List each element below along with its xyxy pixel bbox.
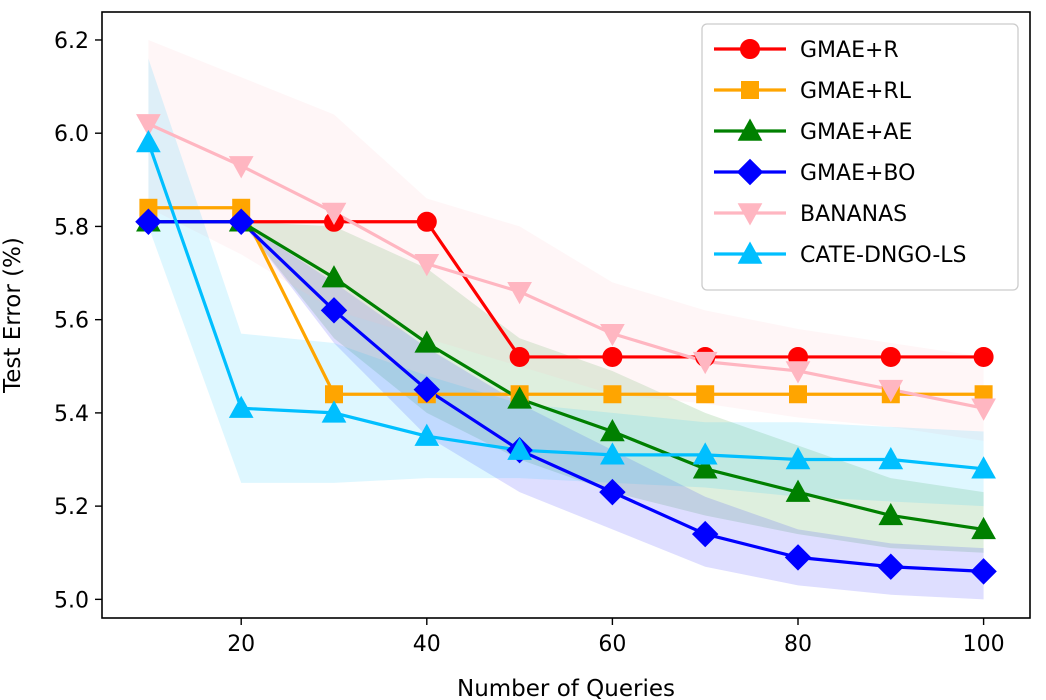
x-tick-label: 80	[784, 632, 812, 657]
cate-dngo-ls-point	[321, 400, 347, 423]
cate-dngo-ls-point	[414, 423, 440, 446]
gmae-ae-point	[507, 386, 532, 409]
gmae-rl-line	[148, 206, 984, 396]
gmae-bo-point	[320, 297, 348, 324]
gmae-bo-point	[970, 558, 997, 585]
gmae-bo-point	[599, 478, 626, 506]
y-tick-label: 5.2	[54, 495, 89, 520]
legend-label: CATE-DNGO-LS	[800, 243, 967, 268]
x-axis-title: Number of Queries	[457, 676, 675, 700]
cate-dngo-ls-line	[146, 141, 984, 471]
bananas-point	[414, 254, 440, 277]
gmae-bo-band	[148, 221, 984, 600]
gmae-bo-line	[148, 220, 984, 573]
gmae-ae-point	[692, 456, 718, 479]
y-tick-label: 5.0	[54, 588, 89, 613]
bananas-point	[136, 114, 161, 137]
legend: GMAE+R GMAE+RL GMAE+AE GMAE+BO BANANAS CATE-D…	[701, 23, 1019, 291]
legend-label: GMAE+BO	[800, 161, 915, 186]
legend-item-gmae-bo: GMAE+BO	[714, 158, 915, 186]
bananas-point	[692, 351, 718, 375]
x-tick-label: 40	[413, 632, 441, 657]
axes: 20 40 60 80 100 5.0 5.2 5.4 5.6 5.8 6.0 6.2 Number o…	[0, 11, 1031, 700]
legend-item-cate-dngo-ls: CATE-DNGO-LS	[714, 241, 967, 268]
x-tick-label: 60	[598, 632, 626, 657]
cate-dngo-ls-point	[785, 446, 811, 470]
y-tick-label: 5.8	[54, 215, 89, 240]
gmae-bo-point	[135, 208, 162, 235]
bananas-point	[971, 398, 996, 421]
gmae-r-line	[148, 220, 984, 359]
cate-dngo-ls-point	[971, 456, 996, 479]
gmae-bo-point	[227, 208, 255, 235]
x-tick-label: 100	[963, 632, 1005, 657]
legend-label: BANANAS	[800, 202, 907, 227]
x-tick-label: 20	[227, 632, 255, 657]
series-lines	[146, 122, 984, 573]
cate-dngo-ls-point	[600, 442, 625, 465]
legend-swatch-marker	[736, 158, 764, 186]
bananas-line	[147, 122, 984, 410]
gmae-rl-point	[789, 385, 807, 404]
legend-item-bananas: BANANAS	[714, 202, 907, 227]
gmae-rl-point	[696, 385, 715, 404]
legend-swatch-marker	[737, 241, 763, 264]
y-tick-label: 6.0	[54, 122, 89, 147]
legend-item-gmae-ae: GMAE+AE	[714, 118, 912, 145]
y-tick-label: 6.2	[54, 29, 89, 54]
bananas-point	[321, 202, 347, 225]
legend-swatch-marker	[737, 118, 763, 141]
gmae-ae-point	[414, 330, 440, 353]
gmae-rl-point	[603, 385, 622, 404]
bananas-point	[878, 379, 904, 403]
gmae-r-point	[602, 346, 623, 367]
gmae-r-point	[416, 211, 437, 232]
bananas-point	[600, 323, 625, 347]
legend-label: GMAE+RL	[800, 79, 912, 104]
gmae-bo-point	[877, 553, 905, 580]
gmae-ae-point	[600, 419, 625, 442]
y-tick-label: 5.6	[54, 309, 89, 334]
y-axis-title: Test Error (%)	[0, 237, 26, 394]
gmae-ae-band	[148, 221, 984, 553]
bananas-point	[228, 156, 254, 179]
gmae-bo-point	[691, 520, 719, 548]
gmae-bo-point	[413, 376, 441, 403]
cate-dngo-ls-point	[507, 437, 532, 460]
series-markers	[135, 114, 997, 585]
gmae-ae-line	[148, 220, 984, 532]
gmae-ae-point	[971, 516, 996, 540]
gmae-bo-point	[784, 544, 812, 571]
legend-item-gmae-r: GMAE+R	[714, 38, 899, 63]
y-tick-label: 5.4	[54, 402, 89, 427]
legend-swatch-marker	[737, 203, 763, 226]
gmae-r-point	[509, 346, 530, 367]
legend-swatch-marker	[741, 81, 759, 99]
gmae-ae-point	[321, 265, 347, 288]
plot-frame	[101, 11, 1031, 619]
legend-item-gmae-rl: GMAE+RL	[714, 79, 912, 104]
legend-label: GMAE+AE	[800, 120, 912, 145]
legend-label: GMAE+R	[800, 38, 899, 63]
gmae-ae-point	[878, 502, 904, 526]
cate-dngo-ls-point	[136, 129, 161, 153]
gmae-ae-point	[785, 479, 811, 502]
bananas-point	[785, 361, 811, 384]
legend-swatch-marker	[740, 39, 760, 59]
gmae-rl-point	[325, 385, 343, 404]
cate-dngo-ls-point	[878, 446, 904, 470]
cate-dngo-ls-point	[228, 395, 254, 418]
gmae-r-point	[973, 346, 994, 367]
bananas-point	[507, 281, 532, 305]
bananas-band	[148, 39, 984, 441]
gmae-r-point	[880, 346, 901, 367]
cate-dngo-ls-point	[692, 442, 718, 465]
